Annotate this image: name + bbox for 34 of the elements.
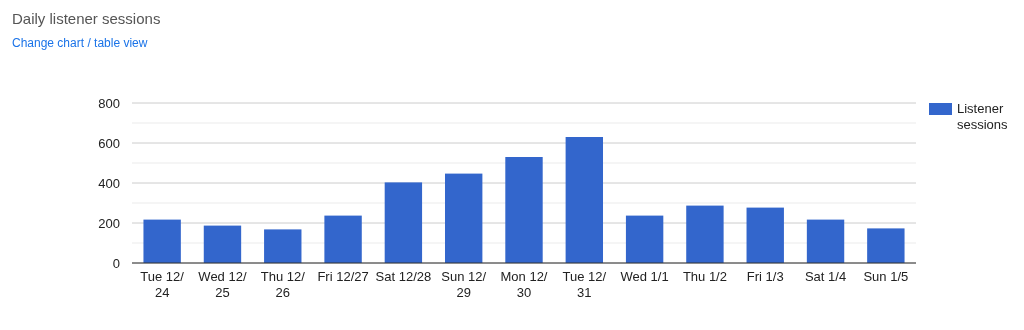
chart-title: Daily listener sessions [12,10,161,27]
bar [625,215,664,263]
y-tick-label: 800 [98,95,120,111]
y-tick-label: 400 [98,175,120,191]
text: Change chart / table view [12,36,148,50]
x-tick-label: Mon 12/30 [500,269,548,300]
bar [384,182,423,263]
bar [445,173,483,263]
x-tick-label: Sun 12/29 [441,269,487,300]
x-tick-label: Thu 1/2 [682,269,727,284]
x-tick-label: Sat 1/4 [804,269,847,284]
x-tick-label: Wed 12/25 [198,269,247,300]
y-tick-label: 600 [98,135,120,151]
bar [203,225,242,263]
x-tick-label: Sat 12/28 [375,269,432,284]
bar [324,215,362,263]
bar [505,157,543,263]
x-tick-label: Tue 12/24 [140,269,185,300]
x-tick-label: Wed 1/1 [620,269,669,284]
legend-label: Listener sessions [957,101,1009,132]
x-tick-label: Tue 12/31 [562,269,607,300]
bar [565,137,603,263]
bar [867,228,905,263]
bar [143,219,181,263]
bar [746,207,784,263]
bar [686,205,724,263]
y-tick-label: 0 [112,255,120,271]
x-tick-label: Sun 1/5 [863,269,909,284]
x-tick-label: Fri 1/3 [746,269,784,284]
y-tick-label: 200 [98,215,120,231]
x-tick-label: Thu 12/26 [260,269,306,300]
bar [806,219,845,263]
x-tick-label: Fri 12/27 [317,269,369,284]
bar [264,229,302,263]
